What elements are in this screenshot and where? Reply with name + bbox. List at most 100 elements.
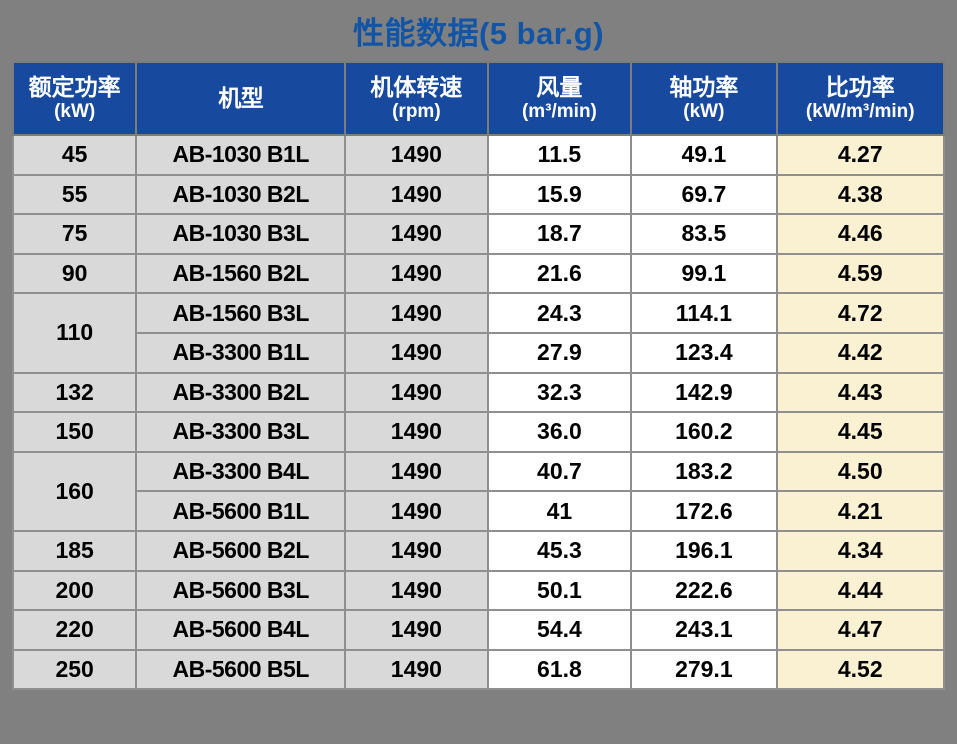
cell-specific-power: 4.47 <box>775 609 946 651</box>
header-rated-power: 额定功率 (kW) <box>11 61 138 136</box>
header-shaft-power: 轴功率 (kW) <box>630 61 778 136</box>
cell-air-flow: 15.9 <box>486 173 633 216</box>
cell-model: AB-1030 B3L <box>135 213 347 255</box>
cell-specific-power: 4.43 <box>775 371 946 414</box>
cell-model: AB-5600 B3L <box>135 569 347 612</box>
header-specific-power-label: 比功率 <box>825 74 895 100</box>
cell-air-flow: 61.8 <box>486 648 633 691</box>
cell-model: AB-5600 B4L <box>135 609 347 651</box>
cell-rated-power: 185 <box>11 529 138 572</box>
table-row: 250 AB-5600 B5L 1490 61.8 279.1 4.52 <box>11 648 946 691</box>
header-specific-power-unit: (kW/m³/min) <box>805 101 915 122</box>
cell-model: AB-5600 B5L <box>135 648 347 691</box>
cell-model: AB-1030 B2L <box>135 173 347 216</box>
cell-rated-power: 150 <box>11 411 138 453</box>
cell-rated-power: 75 <box>11 213 138 255</box>
title-bar: 性能数据(5 bar.g) <box>0 0 957 61</box>
cell-speed: 1490 <box>344 331 489 374</box>
table-row: 200 AB-5600 B3L 1490 50.1 222.6 4.44 <box>11 569 946 612</box>
cell-speed: 1490 <box>344 569 489 612</box>
cell-air-flow: 32.3 <box>486 371 633 414</box>
cell-air-flow: 24.3 <box>486 292 633 334</box>
header-speed-label: 机体转速 <box>370 74 463 100</box>
cell-air-flow: 36.0 <box>486 411 633 453</box>
cell-model: AB-5600 B2L <box>135 529 347 572</box>
cell-air-flow: 27.9 <box>486 331 633 374</box>
header-rated-power-unit: (kW) <box>54 101 96 122</box>
cell-specific-power: 4.42 <box>775 331 946 374</box>
cell-speed: 1490 <box>344 609 489 651</box>
cell-rated-power: 90 <box>11 252 138 295</box>
cell-speed: 1490 <box>344 371 489 414</box>
header-air-flow-label: 风量 <box>536 74 583 100</box>
cell-speed: 1490 <box>344 173 489 216</box>
cell-model: AB-1560 B3L <box>135 292 347 334</box>
header-speed-unit: (rpm) <box>392 101 441 122</box>
table-row: AB-3300 B1L 1490 27.9 123.4 4.42 <box>13 331 946 374</box>
cell-shaft-power: 83.5 <box>630 213 778 255</box>
cell-model: AB-3300 B1L <box>135 331 347 374</box>
cell-specific-power: 4.27 <box>775 134 946 176</box>
cell-specific-power: 4.46 <box>775 213 946 255</box>
table-body: 45 AB-1030 B1L 1490 11.5 49.1 4.27 55 AB-1030 B… <box>11 134 946 691</box>
cell-rated-power: 220 <box>11 609 138 651</box>
cell-specific-power: 4.45 <box>775 411 946 453</box>
cell-shaft-power: 114.1 <box>630 292 778 334</box>
cell-model: AB-1030 B1L <box>135 134 347 176</box>
table-row: 132 AB-3300 B2L 1490 32.3 142.9 4.43 <box>11 371 946 414</box>
table-row: AB-5600 B1L 1490 41 172.6 4.21 <box>13 490 946 532</box>
table-row: 55 AB-1030 B2L 1490 15.9 69.7 4.38 <box>11 173 946 216</box>
cell-specific-power: 4.52 <box>775 648 946 691</box>
cell-specific-power: 4.21 <box>775 490 946 532</box>
cell-speed: 1490 <box>344 529 489 572</box>
cell-rated-power: 160 <box>11 450 138 532</box>
table-row: 45 AB-1030 B1L 1490 11.5 49.1 4.27 <box>11 134 946 176</box>
cell-shaft-power: 222.6 <box>630 569 778 612</box>
cell-specific-power: 4.59 <box>775 252 946 295</box>
table-row: 185 AB-5600 B2L 1490 45.3 196.1 4.34 <box>11 529 946 572</box>
cell-specific-power: 4.72 <box>775 292 946 334</box>
cell-specific-power: 4.34 <box>775 529 946 572</box>
header-rated-power-label: 额定功率 <box>28 74 121 100</box>
page-title: 性能数据(5 bar.g) <box>352 16 605 51</box>
cell-model: AB-5600 B1L <box>135 490 347 532</box>
cell-speed: 1490 <box>344 450 489 493</box>
table-row: 160 AB-3300 B4L 1490 40.7 183.2 4.50 <box>11 450 946 532</box>
header-air-flow-unit: (m³/min) <box>521 101 597 122</box>
cell-model: AB-1560 B2L <box>135 252 347 295</box>
cell-speed: 1490 <box>344 292 489 334</box>
table-header: 额定功率 (kW) 机型 机体转速 (rpm) 风量 (m³/min) 轴功率 … <box>11 61 946 136</box>
cell-rated-power: 45 <box>11 134 138 176</box>
cell-air-flow: 54.4 <box>486 609 633 651</box>
cell-shaft-power: 49.1 <box>630 134 778 176</box>
cell-shaft-power: 183.2 <box>630 450 778 493</box>
cell-air-flow: 11.5 <box>486 134 633 176</box>
cell-rated-power: 55 <box>11 173 138 216</box>
cell-speed: 1490 <box>344 213 489 255</box>
cell-shaft-power: 196.1 <box>630 529 778 572</box>
table-row: 110 AB-1560 B3L 1490 24.3 114.1 4.72 <box>11 292 946 374</box>
header-shaft-power-label: 轴功率 <box>669 74 739 100</box>
cell-air-flow: 40.7 <box>486 450 633 493</box>
cell-rated-power: 110 <box>11 292 138 374</box>
cell-speed: 1490 <box>344 134 489 176</box>
cell-rated-power: 132 <box>11 371 138 414</box>
cell-shaft-power: 69.7 <box>630 173 778 216</box>
cell-shaft-power: 279.1 <box>630 648 778 691</box>
cell-air-flow: 21.6 <box>486 252 633 295</box>
cell-speed: 1490 <box>344 252 489 295</box>
cell-shaft-power: 160.2 <box>630 411 778 453</box>
cell-shaft-power: 243.1 <box>630 609 778 651</box>
cell-shaft-power: 172.6 <box>630 490 778 532</box>
cell-model: AB-3300 B3L <box>135 411 347 453</box>
cell-speed: 1490 <box>344 648 489 691</box>
header-shaft-power-unit: (kW) <box>683 101 725 122</box>
table-row: 90 AB-1560 B2L 1490 21.6 99.1 4.59 <box>11 252 946 295</box>
header-model-label: 机型 <box>218 85 264 111</box>
table-row: 150 AB-3300 B3L 1490 36.0 160.2 4.45 <box>11 411 946 453</box>
cell-specific-power: 4.50 <box>775 450 946 493</box>
cell-speed: 1490 <box>344 411 489 453</box>
cell-model: AB-3300 B4L <box>135 450 347 493</box>
table-row: 75 AB-1030 B3L 1490 18.7 83.5 4.46 <box>11 213 946 255</box>
header-air-flow: 风量 (m³/min) <box>486 61 633 136</box>
